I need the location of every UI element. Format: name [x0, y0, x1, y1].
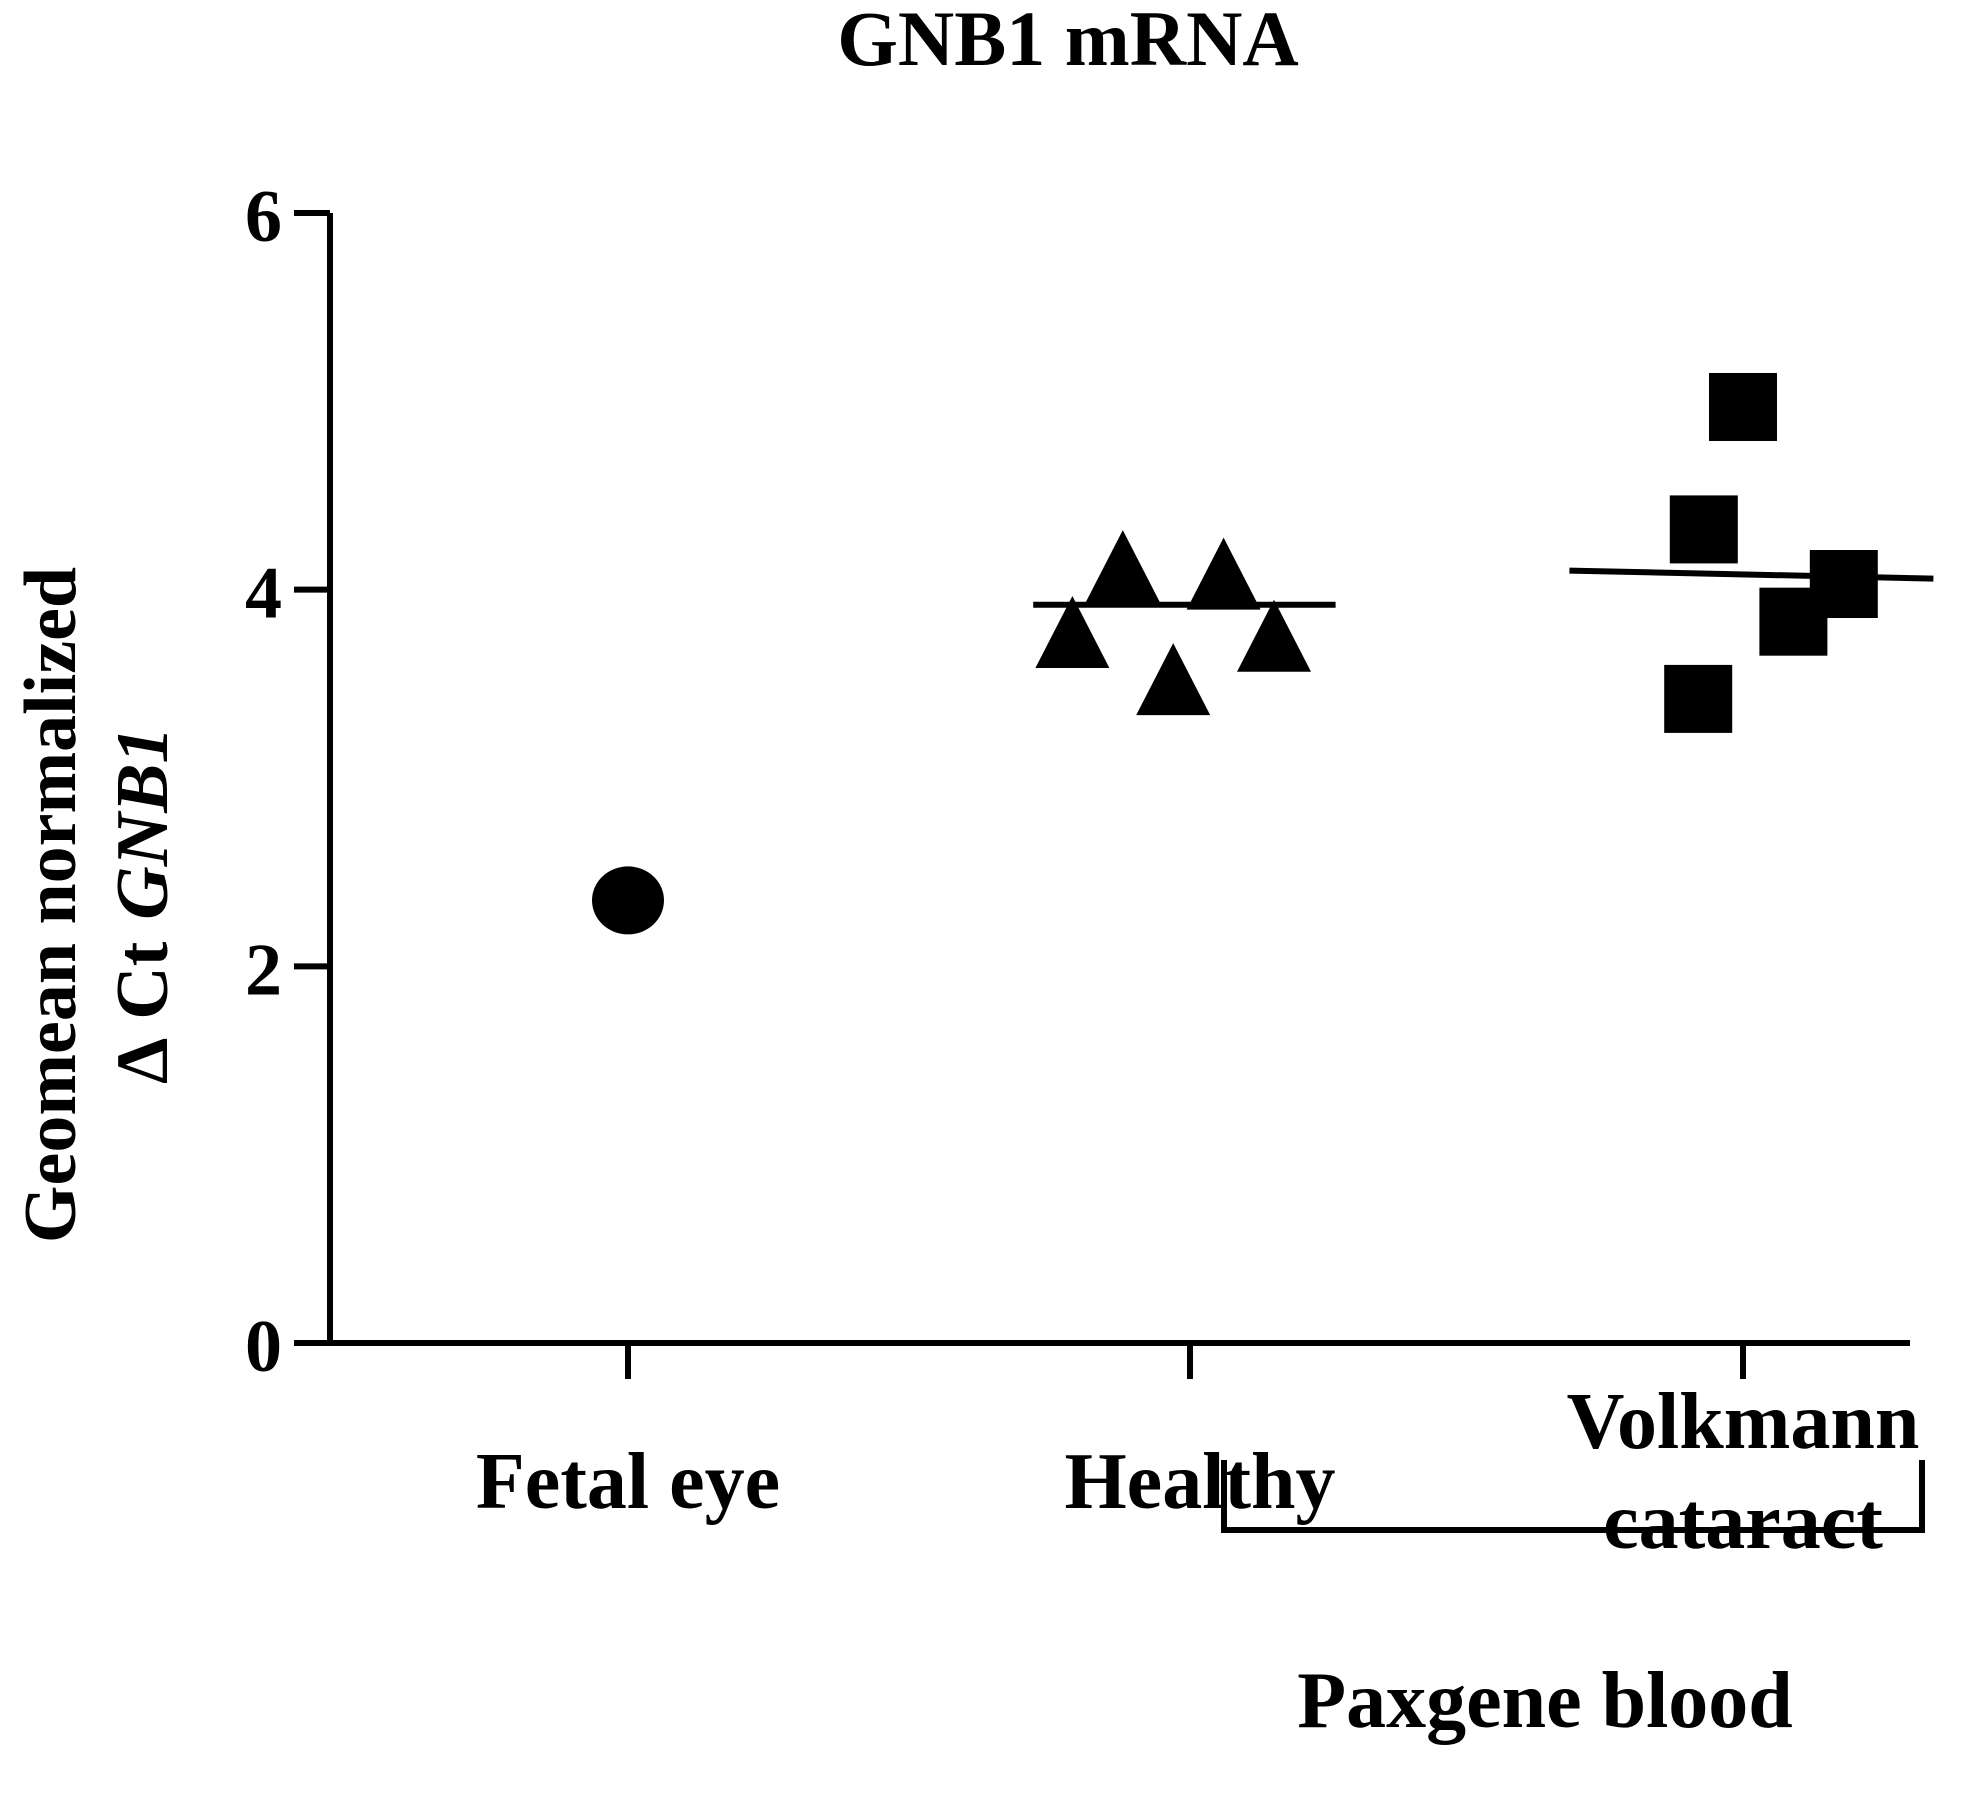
y-tick-label: 2	[245, 929, 282, 1011]
x-ticks	[625, 1343, 1746, 1379]
data-point-triangle	[1186, 537, 1261, 610]
bracket-label: Paxgene blood	[1297, 1657, 1793, 1745]
category-label: Volkmann	[1567, 1378, 1920, 1466]
category-label: Healthy	[1064, 1438, 1335, 1526]
data-point-square	[1669, 495, 1738, 564]
y-axis-label-gene: GNB1	[102, 726, 184, 919]
data-point-square	[1664, 664, 1733, 733]
y-axis-label-line1: Geomean normalized	[10, 567, 92, 1243]
data-point-triangle	[1035, 595, 1110, 668]
y-tick-label: 0	[245, 1306, 282, 1388]
y-tick-label: 4	[245, 553, 282, 635]
y-axis-label-line2: ∆ Ct GNB1	[102, 726, 184, 1083]
category-label: cataract	[1603, 1478, 1883, 1566]
y-axis-label: Geomean normalized ∆ Ct GNB1	[10, 567, 184, 1243]
data-point-square	[1809, 550, 1878, 619]
data-points	[592, 372, 1878, 935]
y-axis-label-prefix: ∆ Ct	[102, 941, 184, 1083]
group-bracket: Paxgene blood	[1221, 1460, 1925, 1745]
data-point-square	[1709, 372, 1777, 441]
y-tick-label: 6	[245, 176, 282, 258]
data-point-triangle	[1237, 599, 1311, 672]
category-labels: Fetal eye Healthy Volkmann cataract	[476, 1378, 1920, 1566]
y-ticks: 0 2 4 6	[245, 176, 330, 1388]
mean-line	[1569, 567, 1934, 582]
category-label: Fetal eye	[476, 1438, 780, 1526]
data-point-triangle	[1085, 530, 1160, 603]
axes	[327, 213, 1910, 1346]
mean-lines	[1033, 567, 1934, 608]
bracket-line	[1221, 1460, 1925, 1533]
chart-title: GNB1 mRNA	[837, 0, 1299, 82]
data-point-triangle	[1136, 643, 1211, 716]
data-point-circle	[592, 866, 664, 935]
